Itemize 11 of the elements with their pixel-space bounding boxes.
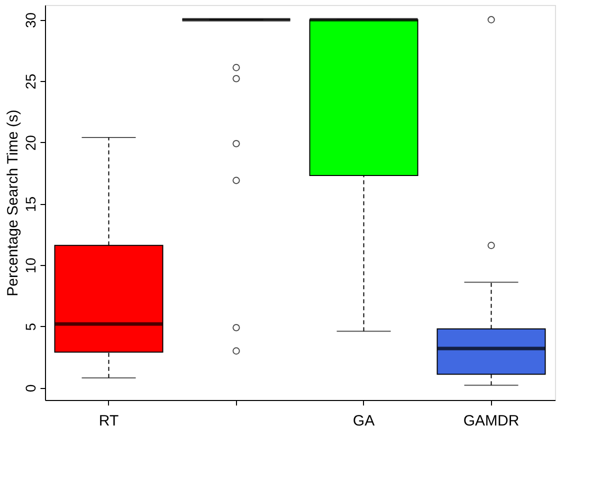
y-tick-label: 20 [22, 134, 38, 151]
y-tick-label: 10 [22, 258, 38, 274]
y-tick-label: 15 [22, 196, 38, 212]
y-tick-label: 25 [22, 74, 38, 90]
x-tick-label: GAMDR [463, 412, 520, 430]
y-axis-title: Percentage Search Time (s) [4, 110, 22, 296]
y-tick-label: 30 [22, 12, 38, 28]
y-tick-label: 0 [22, 384, 38, 392]
x-tick-label: RT [98, 412, 119, 430]
x-tick-label: GA [352, 412, 375, 430]
y-tick-label: 5 [22, 322, 38, 331]
